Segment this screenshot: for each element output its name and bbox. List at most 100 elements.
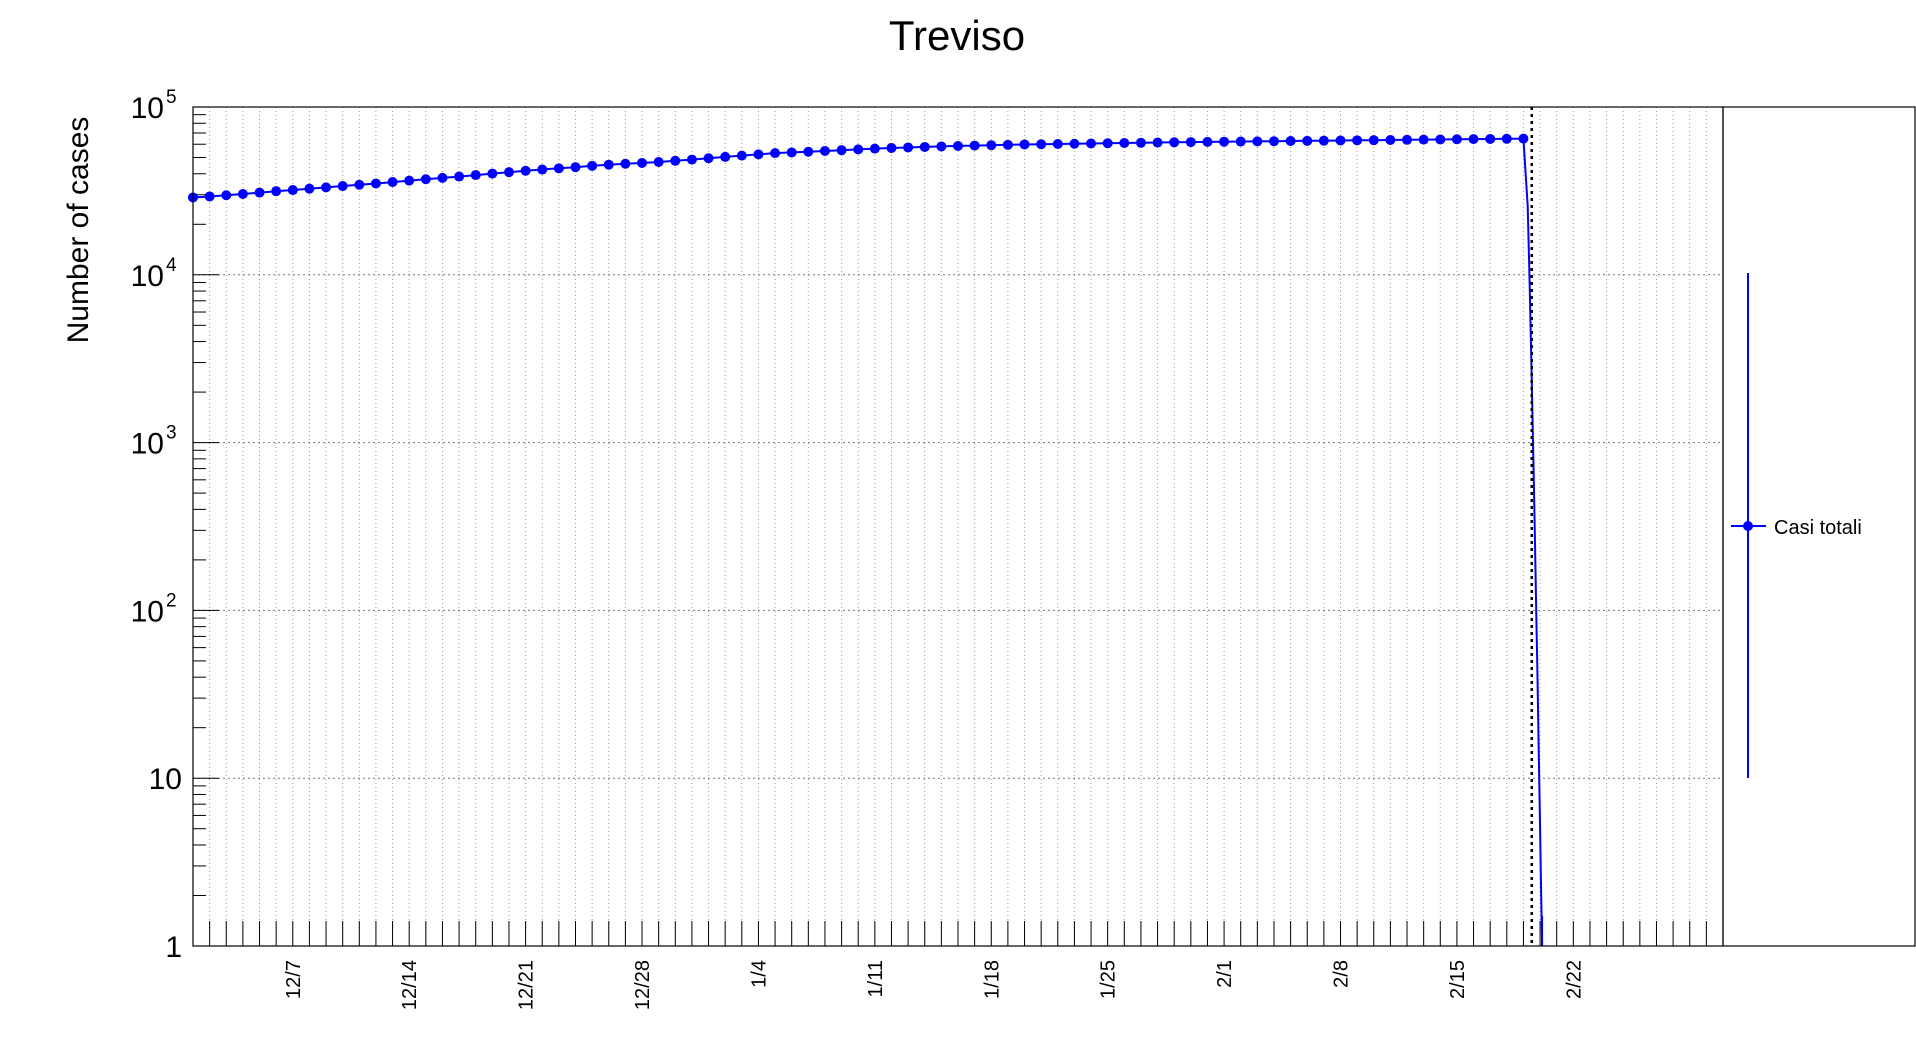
x-tick-label: 12/28: [632, 960, 654, 1010]
data-point: [1402, 134, 1413, 145]
data-point: [1069, 138, 1080, 149]
x-tick-label: 12/7: [283, 960, 305, 999]
x-tick-label: 2/8: [1331, 960, 1353, 988]
data-point: [653, 157, 664, 168]
data-point: [1202, 136, 1213, 147]
data-point: [1518, 133, 1529, 144]
data-point: [869, 143, 880, 154]
y-tick-label: 10: [149, 763, 182, 796]
y-tick-exponent: 2: [166, 590, 177, 611]
x-tick-label: 1/4: [748, 960, 770, 988]
legend-entry: Casi totali: [1731, 273, 1862, 778]
y-tick-label: 10: [131, 260, 164, 293]
data-point: [670, 155, 681, 166]
data-point: [1002, 139, 1013, 150]
legend-label: Casi totali: [1774, 517, 1862, 539]
data-point: [1252, 136, 1263, 147]
data-point: [287, 185, 298, 196]
data-point: [1219, 136, 1230, 147]
x-tick-label: 1/25: [1098, 960, 1120, 999]
data-point: [587, 160, 598, 171]
legend-marker: [1743, 521, 1753, 531]
data-point: [387, 177, 398, 188]
data-point: [1385, 134, 1396, 145]
data-point: [1468, 134, 1479, 145]
data-point: [786, 147, 797, 158]
x-tick-label: 1/11: [865, 960, 887, 997]
y-tick-label: 10: [131, 428, 164, 461]
data-point: [1451, 134, 1462, 145]
data-point: [520, 165, 531, 176]
data-point: [986, 140, 997, 151]
data-point: [720, 151, 731, 162]
y-tick-exponent: 3: [166, 423, 177, 444]
data-point: [803, 146, 814, 157]
data-point: [553, 163, 564, 174]
data-point: [969, 140, 980, 151]
x-tick-label: 2/1: [1214, 960, 1236, 988]
data-point: [819, 145, 830, 156]
grid: [193, 107, 1723, 946]
data-point: [603, 159, 614, 170]
data-point: [1318, 135, 1329, 146]
data-point: [237, 189, 248, 200]
data-point: [736, 150, 747, 161]
data-point: [1086, 138, 1097, 149]
data-point: [770, 148, 781, 159]
data-point: [204, 191, 215, 202]
data-point: [1268, 136, 1279, 147]
data-point: [1152, 137, 1163, 148]
data-point: [1185, 137, 1196, 148]
data-point: [221, 190, 232, 201]
data-point: [304, 183, 315, 194]
data-point: [337, 181, 348, 192]
data-point: [321, 182, 332, 193]
data-point: [703, 153, 714, 164]
data-point: [836, 145, 847, 156]
data-point: [503, 167, 514, 178]
data-point: [1285, 136, 1296, 147]
series-layer: [188, 133, 1544, 947]
x-tick-label: 12/21: [516, 960, 538, 1010]
data-point: [1302, 135, 1313, 146]
data-point: [570, 162, 581, 173]
y-tick-exponent: 5: [166, 87, 177, 108]
data-point: [1368, 135, 1379, 146]
y-tick-label: 1: [165, 931, 182, 964]
y-tick-label: 10: [131, 92, 164, 125]
data-point: [470, 170, 481, 181]
data-point: [454, 171, 465, 182]
y-tick-exponent: 4: [166, 255, 177, 276]
data-point: [487, 168, 498, 179]
data-point: [903, 142, 914, 153]
x-tick-label: 2/22: [1563, 960, 1585, 999]
data-point: [1435, 134, 1446, 145]
data-point: [1119, 138, 1130, 149]
data-point: [919, 141, 930, 152]
y-axis-label: Number of cases: [62, 117, 95, 344]
data-point: [1235, 136, 1246, 147]
data-point: [1135, 137, 1146, 148]
data-point: [1036, 139, 1047, 150]
y-tick-label: 10: [131, 595, 164, 628]
data-point: [1052, 138, 1063, 149]
data-point: [1019, 139, 1030, 150]
data-point: [637, 157, 648, 168]
data-point: [370, 178, 381, 189]
data-point: [953, 140, 963, 151]
data-point: [686, 154, 697, 165]
data-point: [753, 149, 764, 160]
data-point: [1418, 134, 1429, 145]
data-point: [354, 179, 365, 190]
x-tick-label: 2/15: [1447, 960, 1469, 999]
data-point: [404, 175, 415, 186]
x-tick-label: 1/18: [981, 960, 1003, 999]
data-point: [537, 164, 548, 175]
data-point: [1102, 138, 1113, 149]
data-point: [1352, 135, 1363, 146]
data-point: [620, 158, 631, 169]
data-point: [886, 142, 897, 153]
